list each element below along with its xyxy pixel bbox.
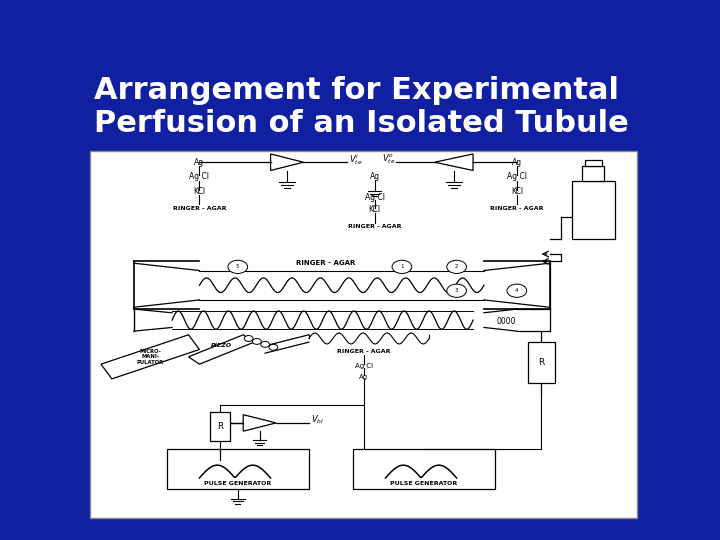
Text: RINGER - AGAR: RINGER - AGAR [337, 349, 390, 354]
Text: PULSE GENERATOR: PULSE GENERATOR [204, 481, 271, 486]
Bar [90, 151, 637, 518]
Text: KCl: KCl [194, 187, 205, 196]
Text: RINGER - AGAR: RINGER - AGAR [490, 206, 544, 211]
Text: 2: 2 [455, 265, 459, 269]
Circle shape [447, 284, 467, 298]
Text: 5: 5 [236, 265, 240, 269]
Circle shape [507, 284, 526, 298]
Text: Ag: Ag [194, 158, 204, 167]
Text: $V^o_{te}$: $V^o_{te}$ [382, 152, 395, 166]
Bar [528, 342, 555, 382]
Text: RINGER - AGAR: RINGER - AGAR [173, 206, 226, 211]
Text: Ag Cl: Ag Cl [364, 193, 384, 201]
Circle shape [447, 260, 467, 273]
Text: 1: 1 [400, 265, 404, 269]
Text: Ag Cl: Ag Cl [189, 172, 210, 181]
Bar [353, 449, 495, 489]
Text: KCl: KCl [510, 187, 523, 196]
Bar [166, 449, 309, 489]
Text: KCl: KCl [369, 205, 381, 214]
Text: RINGER - AGAR: RINGER - AGAR [348, 224, 401, 229]
Text: Ag Cl: Ag Cl [507, 172, 527, 181]
Circle shape [269, 345, 278, 350]
Text: Ag Cl: Ag Cl [354, 363, 373, 369]
Circle shape [261, 341, 269, 347]
Text: Ag: Ag [369, 172, 379, 181]
Bar [210, 412, 230, 441]
Text: Ag: Ag [359, 374, 368, 380]
Text: Arrangement for Experimental
Perfusion of an Isolated Tubule: Arrangement for Experimental Perfusion o… [94, 76, 629, 138]
Text: 0000: 0000 [496, 318, 516, 327]
Text: PULSE GENERATOR: PULSE GENERATOR [390, 481, 457, 486]
Text: R: R [217, 422, 223, 431]
Text: Ag: Ag [512, 158, 522, 167]
Bar [585, 160, 602, 166]
Text: MICRO-
MANI-
PULATOR: MICRO- MANI- PULATOR [137, 348, 164, 365]
Text: RINGER - AGAR: RINGER - AGAR [296, 260, 355, 266]
Text: 4: 4 [515, 288, 518, 293]
Text: PIEZO: PIEZO [211, 343, 232, 348]
Text: 3: 3 [455, 288, 459, 293]
Polygon shape [101, 335, 199, 379]
Circle shape [244, 335, 253, 341]
Circle shape [392, 260, 412, 273]
Text: R: R [539, 358, 544, 367]
Polygon shape [189, 335, 254, 364]
Circle shape [228, 260, 248, 273]
Bar [572, 180, 616, 239]
Circle shape [253, 339, 261, 345]
Text: $V_{bl}$: $V_{bl}$ [310, 413, 323, 426]
Text: $V^i_{te}$: $V^i_{te}$ [348, 152, 362, 167]
Bar [582, 166, 604, 180]
